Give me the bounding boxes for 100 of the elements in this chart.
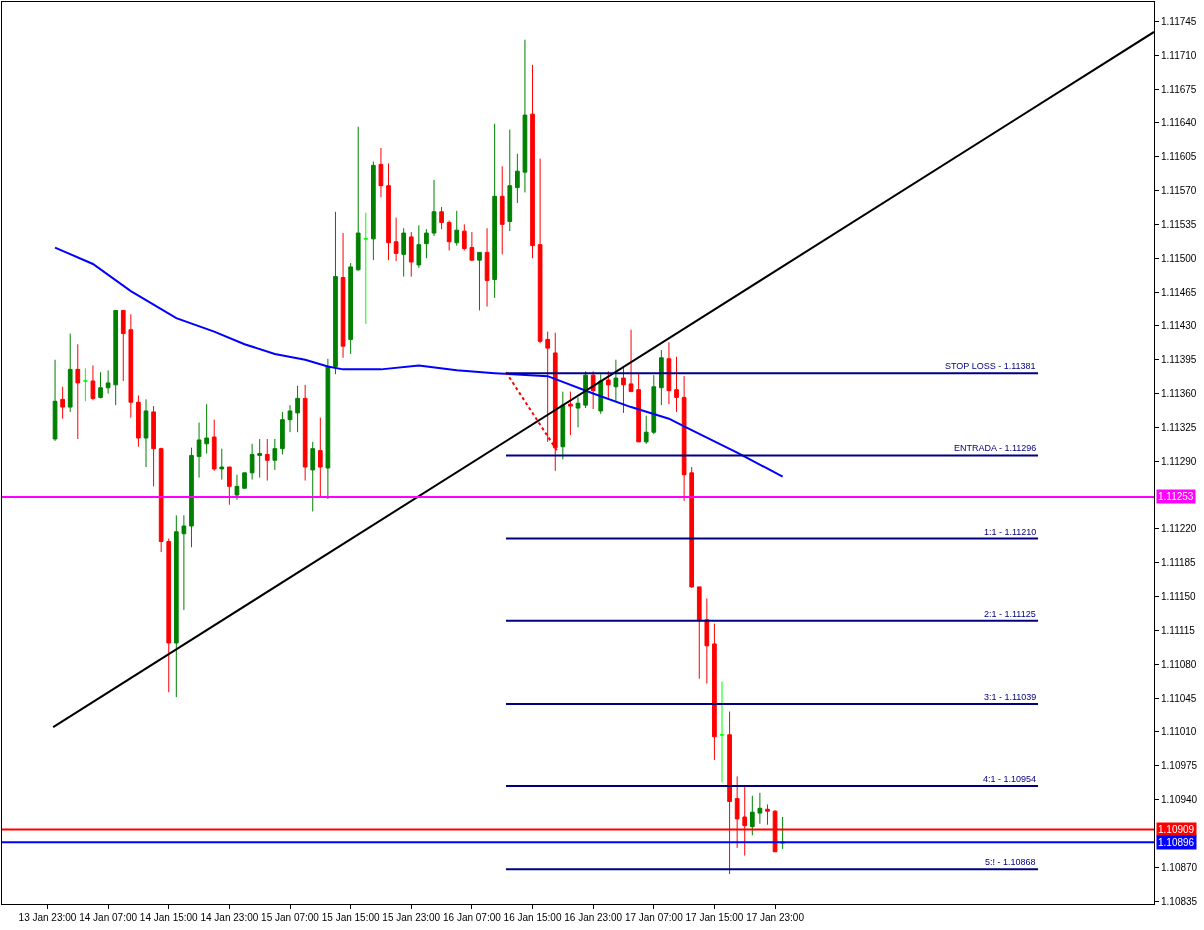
x-tick-label: 15 Jan 23:00 bbox=[382, 912, 441, 923]
candlestick bbox=[52, 359, 58, 442]
candlestick bbox=[173, 514, 179, 698]
candlestick bbox=[689, 466, 695, 589]
candlestick bbox=[166, 538, 172, 693]
candlestick bbox=[515, 153, 520, 204]
series-label: ENTRADA - 1.11296 bbox=[954, 443, 1037, 453]
candlestick bbox=[105, 369, 111, 395]
x-tick-label: 17 Jan 23:00 bbox=[746, 912, 805, 923]
candlestick bbox=[439, 206, 444, 230]
y-tick-label: 1.11010 bbox=[1161, 726, 1197, 738]
candlestick bbox=[234, 474, 240, 501]
candlestick bbox=[325, 358, 331, 500]
candlestick bbox=[128, 313, 134, 419]
candlestick bbox=[408, 231, 414, 278]
candlestick bbox=[424, 228, 429, 259]
candlestick bbox=[386, 162, 391, 261]
candlestick bbox=[461, 223, 467, 251]
candlestick bbox=[704, 598, 710, 685]
y-tick-label: 1.11535 bbox=[1161, 218, 1197, 230]
candlestick bbox=[310, 441, 316, 512]
candlestick bbox=[287, 404, 293, 433]
candlestick bbox=[484, 227, 490, 308]
y-tick-label: 1.11290 bbox=[1161, 455, 1197, 467]
candlestick bbox=[666, 341, 672, 405]
candlestick bbox=[75, 343, 81, 440]
y-tick-label: 1.11710 bbox=[1161, 49, 1197, 61]
y-tick-label: 1.11675 bbox=[1161, 83, 1197, 95]
candlestick bbox=[674, 356, 679, 413]
candlestick bbox=[120, 309, 126, 382]
candlestick bbox=[613, 359, 619, 402]
y-tick-label: 1.11360 bbox=[1161, 388, 1197, 400]
candlestick bbox=[249, 443, 255, 481]
ref-line-label: 1.10896 bbox=[1158, 837, 1195, 848]
candlestick bbox=[113, 309, 119, 406]
candlestick bbox=[378, 147, 384, 198]
y-tick-label: 1.11080 bbox=[1161, 658, 1197, 670]
candlestick bbox=[295, 385, 300, 433]
candlestick bbox=[211, 419, 217, 472]
candlestick bbox=[749, 795, 755, 836]
x-tick-label: 15 Jan 15:00 bbox=[321, 912, 380, 923]
candlestick bbox=[507, 129, 513, 232]
candlestick bbox=[393, 217, 399, 262]
candlestick bbox=[189, 447, 194, 548]
y-tick-label: 1.10940 bbox=[1161, 794, 1198, 806]
candlestick bbox=[628, 329, 634, 393]
candlestick bbox=[60, 386, 65, 420]
candlestick bbox=[643, 415, 649, 445]
candlestick bbox=[765, 803, 770, 826]
candlestick bbox=[575, 396, 581, 428]
x-tick-label: 15 Jan 07:00 bbox=[261, 912, 320, 923]
series-label: 2:1 - 1.11125 bbox=[984, 609, 1036, 619]
candlestick bbox=[530, 64, 535, 259]
x-tick-label: 14 Jan 07:00 bbox=[79, 912, 138, 923]
candlestick bbox=[560, 391, 566, 460]
series-label: 1:1 - 1.11210 bbox=[984, 527, 1037, 537]
candlestick bbox=[348, 262, 353, 355]
x-tick-label: 13 Jan 23:00 bbox=[18, 912, 77, 923]
candlestick bbox=[219, 448, 225, 481]
candlestick bbox=[590, 370, 596, 410]
candlestick bbox=[681, 375, 687, 502]
candlestick bbox=[90, 365, 96, 401]
candlestick bbox=[492, 123, 497, 299]
candlestick bbox=[431, 179, 437, 237]
y-tick-label: 1.11220 bbox=[1161, 523, 1197, 535]
y-tick-label: 1.11745 bbox=[1161, 15, 1197, 27]
candlestick bbox=[98, 371, 103, 399]
candlestick bbox=[272, 438, 278, 471]
candlestick bbox=[568, 391, 573, 436]
candlestick bbox=[227, 466, 232, 506]
ref-line-label: 1.11253 bbox=[1158, 491, 1194, 502]
x-tick-label: 17 Jan 15:00 bbox=[685, 912, 744, 923]
candlestick bbox=[136, 394, 141, 448]
candlestick bbox=[363, 212, 369, 325]
x-tick-label: 16 Jan 15:00 bbox=[503, 912, 562, 923]
candlestick bbox=[143, 398, 149, 468]
candlestick bbox=[416, 224, 422, 269]
candlestick bbox=[446, 219, 452, 251]
y-tick-label: 1.11185 bbox=[1161, 557, 1197, 569]
y-tick-label: 1.11500 bbox=[1161, 252, 1197, 264]
y-tick-label: 1.10975 bbox=[1161, 760, 1198, 772]
candlestick bbox=[204, 403, 209, 454]
x-tick-label: 14 Jan 15:00 bbox=[139, 912, 199, 923]
x-tick-label: 17 Jan 07:00 bbox=[624, 912, 684, 923]
y-tick-label: 1.11640 bbox=[1161, 117, 1197, 129]
candlestick bbox=[712, 623, 717, 761]
x-tick-label: 14 Jan 23:00 bbox=[200, 912, 259, 923]
candlestick bbox=[67, 333, 73, 413]
candlestick bbox=[317, 417, 323, 497]
candlestick bbox=[401, 227, 407, 278]
y-tick-label: 1.11325 bbox=[1161, 421, 1197, 433]
candlestick bbox=[371, 161, 376, 261]
series-label: 5:! - 1.10868 bbox=[985, 857, 1036, 867]
candlestick bbox=[522, 39, 528, 193]
candlestick bbox=[196, 422, 202, 479]
candlestick bbox=[469, 231, 475, 262]
candlestick bbox=[83, 367, 88, 402]
y-tick-label: 1.11395 bbox=[1161, 354, 1197, 366]
candlestick bbox=[537, 158, 543, 344]
candlestick bbox=[659, 349, 664, 406]
